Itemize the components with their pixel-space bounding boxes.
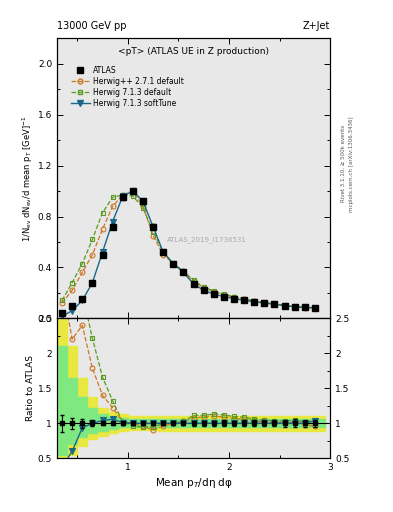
Y-axis label: Ratio to ATLAS: Ratio to ATLAS xyxy=(26,355,35,421)
Text: <pT> (ATLAS UE in Z production): <pT> (ATLAS UE in Z production) xyxy=(118,47,269,56)
Text: ATLAS_2019_I1736531: ATLAS_2019_I1736531 xyxy=(167,237,247,243)
Text: Z+Jet: Z+Jet xyxy=(303,22,330,31)
Text: 13000 GeV pp: 13000 GeV pp xyxy=(57,22,127,31)
Legend: ATLAS, Herwig++ 2.7.1 default, Herwig 7.1.3 default, Herwig 7.1.3 softTune: ATLAS, Herwig++ 2.7.1 default, Herwig 7.… xyxy=(69,65,185,110)
Y-axis label: 1/N$_{\mathrm{ev}}$ dN$_{\mathrm{ev}}$/d mean p$_{\mathrm{T}}$ [GeV]$^{-1}$: 1/N$_{\mathrm{ev}}$ dN$_{\mathrm{ev}}$/d… xyxy=(20,115,35,242)
Text: Rivet 3.1.10, ≥ 500k events: Rivet 3.1.10, ≥ 500k events xyxy=(341,125,346,202)
Text: mcplots.cern.ch [arXiv:1306.3436]: mcplots.cern.ch [arXiv:1306.3436] xyxy=(349,116,354,211)
X-axis label: Mean p$_{T}$/dη dφ: Mean p$_{T}$/dη dφ xyxy=(155,476,232,490)
